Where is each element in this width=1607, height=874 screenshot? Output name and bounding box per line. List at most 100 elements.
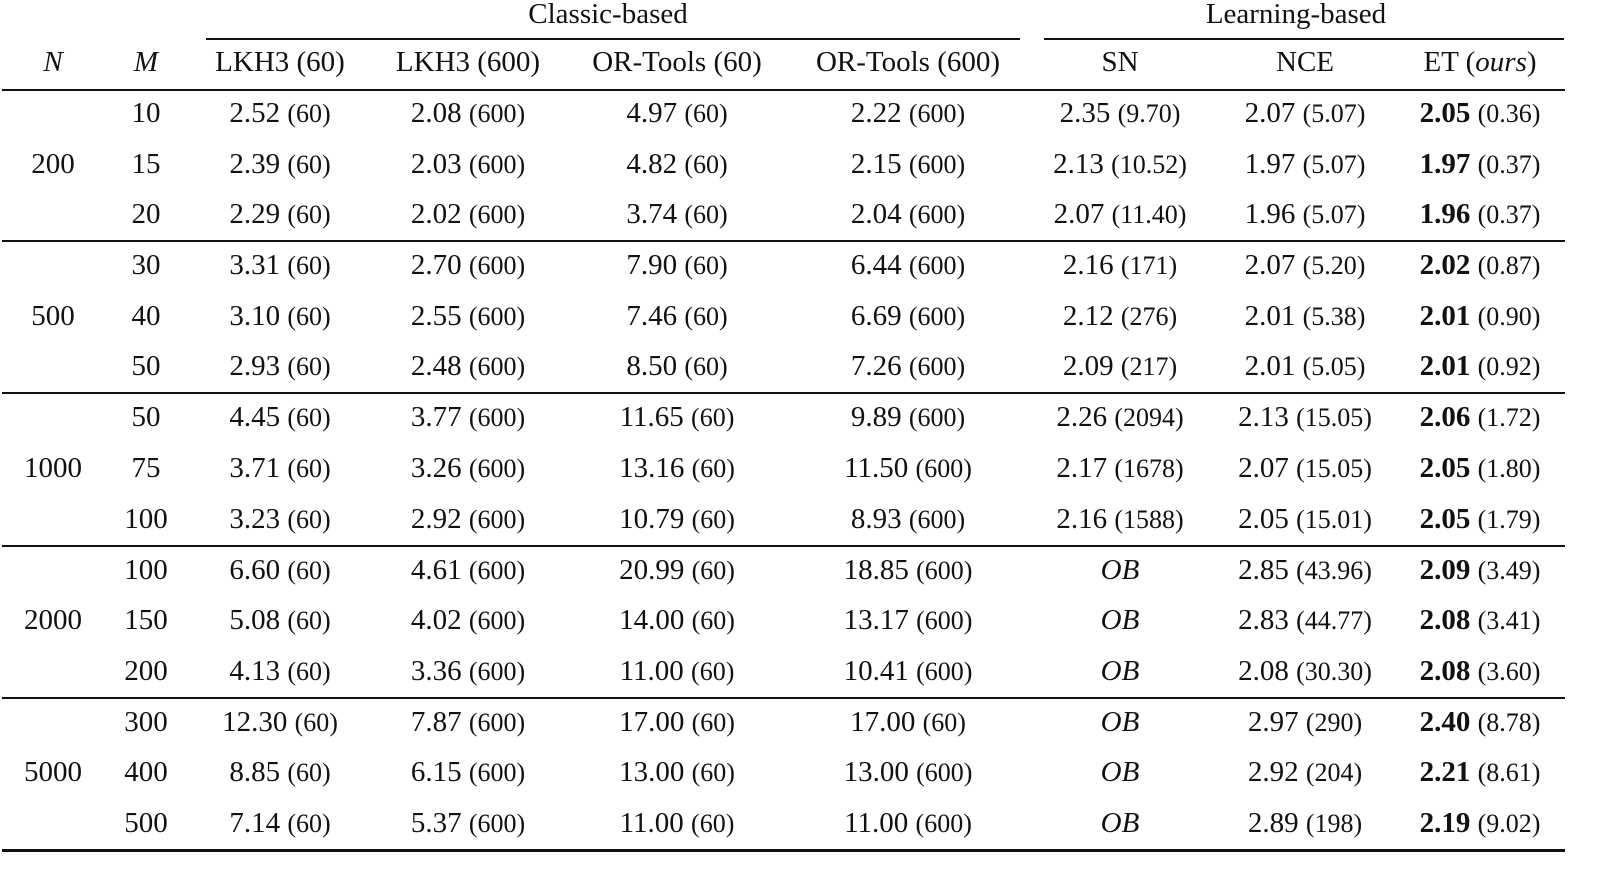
table-cell: 2.09 (217)	[1063, 349, 1177, 384]
column-header-suffix: ours	[1475, 46, 1527, 78]
cell-time: (3.60)	[1477, 656, 1541, 686]
cell-value: 9.89	[850, 401, 902, 434]
cell-value: 2.92	[410, 502, 462, 535]
cell-value: 13.00	[843, 756, 909, 789]
cell-value: 17.00	[619, 705, 685, 738]
cell-value: 7.46	[626, 299, 678, 332]
table-cell: 2.89 (198)	[1248, 806, 1362, 841]
cell-time: (60)	[691, 656, 735, 686]
table-cell: 2.16 (1588)	[1056, 502, 1183, 537]
cell-value: 2.08	[410, 97, 462, 129]
cell-value: 2.09	[1062, 350, 1114, 383]
cell-value: OB	[1100, 553, 1140, 586]
table-cell: 2.05 (1.79)	[1420, 502, 1541, 537]
cell-value: 2.08	[1238, 654, 1289, 687]
cell-time: (60)	[287, 149, 331, 179]
cell-M: 75	[131, 452, 161, 484]
column-header-label: SN	[1101, 46, 1139, 78]
cell-time: (60)	[691, 403, 735, 433]
table-cell: 4.97 (60)	[626, 96, 727, 131]
cell-time: (60)	[684, 301, 728, 331]
table-cell: 3.74 (60)	[626, 197, 727, 232]
table-cell: 3.26 (600)	[411, 451, 525, 486]
cell-value: OB	[1100, 705, 1140, 738]
cell-N: 200	[31, 147, 75, 180]
cell-time: (1.72)	[1477, 403, 1541, 433]
table-cell: 2.93 (60)	[229, 349, 330, 384]
cell-value: 2.52	[229, 97, 281, 129]
cell-time: (171)	[1120, 251, 1178, 281]
cell-M: 100	[124, 553, 168, 586]
cell-time: (44.77)	[1296, 606, 1372, 636]
cell-time: (600)	[915, 809, 972, 838]
cell-value: 1.97	[1244, 147, 1296, 180]
table-cell: 2.08 (30.30)	[1238, 654, 1372, 689]
cell-time: (204)	[1305, 758, 1363, 788]
cell-time: (60)	[691, 454, 735, 483]
table-cell: 2.08 (600)	[411, 96, 525, 131]
cell-value: 8.85	[229, 756, 281, 789]
cell-value: 2.55	[410, 299, 462, 332]
cell-time: (15.05)	[1296, 403, 1372, 433]
cell-value: 2.35	[1059, 97, 1111, 129]
table-cell: 2.08 (3.41)	[1420, 603, 1541, 638]
table-cell: 2.16 (171)	[1063, 248, 1177, 283]
table-cell: 2.05 (15.01)	[1238, 502, 1372, 537]
cmidrule-classic	[206, 38, 1020, 40]
cell-value: 6.60	[229, 553, 281, 586]
table-cell: 6.15 (600)	[411, 755, 525, 790]
cell-time: (5.38)	[1302, 301, 1366, 331]
table-cell: 11.00 (60)	[620, 806, 735, 841]
cell-time: (60)	[287, 99, 331, 128]
cell-value: 2.05	[1419, 97, 1471, 129]
column-header: LKH3 (60)	[215, 45, 345, 79]
cell-time: (60)	[691, 504, 735, 534]
cell-time: (600)	[468, 454, 526, 483]
cell-value: 4.61	[410, 553, 462, 586]
bottom-rule	[2, 849, 1565, 852]
cell-time: (60)	[287, 504, 331, 534]
cell-value: 4.45	[229, 401, 281, 434]
table-cell: 2.07 (5.07)	[1245, 96, 1366, 131]
cell-value: 2.05	[1419, 502, 1471, 535]
cell-value: 2.70	[410, 249, 462, 282]
cell-time: (60)	[287, 758, 331, 788]
cell-time: (0.90)	[1477, 301, 1541, 331]
table-cell: OB	[1101, 603, 1140, 637]
cell-value: 5.37	[410, 807, 462, 839]
table-cell: 2.07 (11.40)	[1054, 197, 1187, 232]
cell-value: 17.00	[850, 705, 916, 738]
table-cell: 11.65 (60)	[620, 400, 735, 435]
cell-value: 2.04	[850, 198, 902, 231]
cell-time: (10.52)	[1111, 149, 1187, 179]
cell-value: OB	[1100, 604, 1140, 637]
cell-time: (43.96)	[1296, 555, 1372, 585]
cell-time: (30.30)	[1296, 656, 1372, 686]
cell-time: (600)	[916, 555, 973, 585]
table-cell: 12.30 (60)	[222, 705, 338, 740]
cell-time: (600)	[468, 352, 526, 382]
table-cell: 7.26 (600)	[851, 349, 965, 384]
cell-value: 4.02	[410, 604, 462, 637]
cell-time: (60)	[287, 606, 331, 636]
table-cell: 2.22 (600)	[851, 96, 965, 131]
table-cell: OB	[1101, 553, 1140, 587]
table-cell: 2.92 (204)	[1248, 755, 1362, 790]
table-cell: 10.79 (60)	[619, 502, 735, 537]
cell-value: 11.65	[619, 401, 684, 434]
table-cell: 2.05 (1.80)	[1420, 451, 1541, 486]
cell-value: 2.09	[1419, 553, 1471, 586]
cell-value: 12.30	[222, 705, 288, 738]
table-cell: 2.06 (1.72)	[1420, 400, 1541, 435]
table-cell: 2.01 (5.05)	[1245, 349, 1366, 384]
cell-time: (60)	[684, 99, 728, 128]
cell-time: (60)	[691, 758, 735, 788]
cell-value: 11.00	[619, 654, 684, 687]
cell-M: 500	[124, 807, 168, 839]
table-cell: 13.17 (600)	[844, 603, 973, 638]
table-cell: 2.13 (15.05)	[1238, 400, 1372, 435]
cell-value: OB	[1100, 807, 1140, 839]
cell-time: (60)	[287, 656, 331, 686]
cell-value: 2.16	[1062, 249, 1114, 282]
table-cell: 9.89 (600)	[851, 400, 965, 435]
